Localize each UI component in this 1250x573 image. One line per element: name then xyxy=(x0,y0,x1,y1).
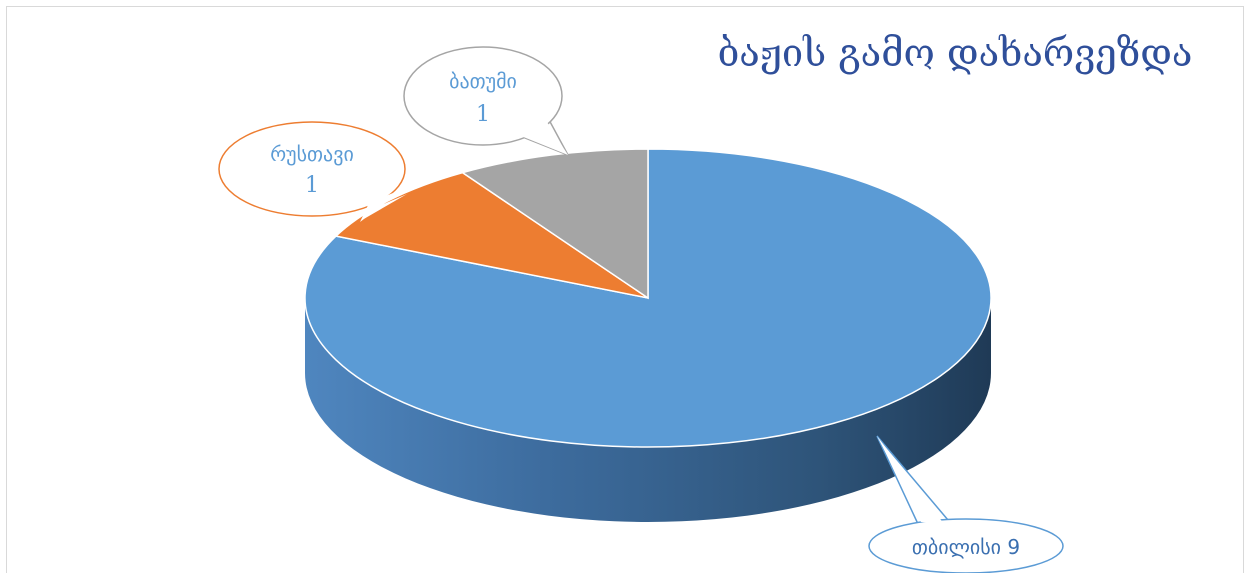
callout-batumi: ბათუმი 1 xyxy=(403,46,570,157)
callout-tbilisi: თბილისი 9 xyxy=(868,435,1064,573)
callout-rustavi-label: რუსთავი xyxy=(270,142,354,166)
callout-batumi-value: 1 xyxy=(476,102,490,127)
chart-title: ბაჟის გამო დახარვეზდა xyxy=(718,31,1193,75)
callout-batumi-label: ბათუმი xyxy=(449,69,517,93)
callout-rustavi-value: 1 xyxy=(305,173,319,198)
slice-rustavi xyxy=(334,171,649,299)
callout-tbilisi-label: თბილისი 9 xyxy=(912,535,1020,559)
pie-side-wall xyxy=(305,298,991,522)
slice-batumi xyxy=(460,148,649,300)
callout-rustavi: რუსთავი 1 xyxy=(218,121,413,223)
